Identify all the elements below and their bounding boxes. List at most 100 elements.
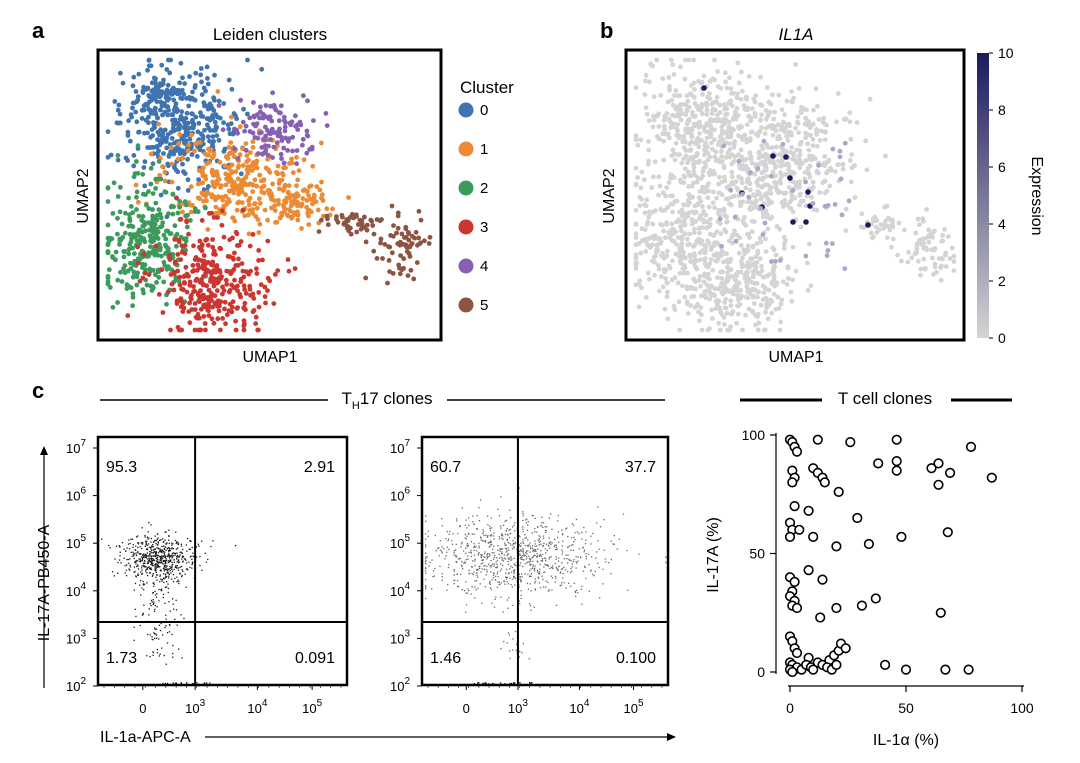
flow-event [569, 571, 572, 574]
flow-event [165, 565, 167, 567]
flow-quadrant-q-upper-left: 95.3 [106, 459, 137, 476]
umap-b-point [791, 95, 796, 101]
umap-a-point [256, 290, 262, 295]
umap-a-point [244, 153, 250, 159]
umap-a-point [245, 164, 251, 170]
umap-b-point [707, 296, 712, 302]
umap-a-point [236, 243, 242, 248]
umap-b-point [669, 221, 675, 227]
flow-event [580, 588, 582, 590]
flow-event [147, 574, 149, 577]
flow-event [154, 637, 156, 639]
umap-b-point [757, 235, 763, 241]
flow-event [500, 568, 503, 570]
flow-event [156, 533, 159, 535]
umap-b-point [671, 151, 677, 157]
flow-event [536, 569, 539, 572]
panel-b-frame [624, 48, 966, 342]
umap-a-point [226, 179, 232, 184]
flow-event [171, 557, 173, 559]
umap-a-point [324, 206, 330, 212]
umap-b-point [723, 112, 728, 117]
umap-b-point [765, 316, 771, 322]
flow-event [562, 534, 564, 536]
umap-b-point [740, 137, 745, 143]
umap-b-point [765, 226, 771, 232]
umap-b-point [727, 201, 732, 207]
flow-quadrant-q-lower-right: 0.091 [295, 650, 335, 667]
umap-a-point [154, 99, 160, 104]
umap-b-point [742, 273, 748, 279]
umap-a-point [250, 211, 256, 216]
umap-b-point [661, 228, 666, 234]
flow-event [159, 539, 161, 541]
umap-b-point [689, 126, 694, 132]
umap-b-point [670, 201, 676, 207]
umap-b-point [682, 76, 688, 82]
umap-b-point [694, 151, 700, 157]
umap-a-point [191, 268, 197, 273]
umap-b-point [750, 243, 756, 249]
umap-a-point [296, 168, 302, 174]
umap-a-point [153, 87, 158, 93]
flow-event [536, 545, 538, 547]
umap-a-point [171, 122, 176, 127]
flow-event [156, 637, 158, 639]
umap-a-point [111, 180, 117, 186]
flow-event [525, 558, 528, 560]
umap-b-point [722, 285, 728, 290]
umap-b-point [949, 245, 955, 251]
umap-b-point [726, 288, 732, 293]
flow-event [547, 544, 550, 546]
umap-a-point [167, 257, 173, 262]
umap-a-point [250, 207, 256, 212]
flow-event [499, 583, 501, 585]
flow-event [499, 550, 501, 552]
umap-b-point [815, 103, 820, 109]
flow-event [575, 556, 577, 558]
flow-event [524, 544, 526, 547]
umap-b-point [675, 128, 680, 133]
flow-event [158, 600, 160, 602]
flow-event [160, 555, 162, 558]
umap-b-point [633, 137, 639, 143]
umap-a-point [215, 194, 221, 200]
flow-event [153, 633, 156, 635]
umap-a-point [153, 94, 159, 100]
flow-event [566, 558, 568, 560]
umap-b-point [646, 118, 652, 124]
flow-event [137, 565, 139, 567]
umap-b-point [656, 266, 662, 272]
umap-b-point [768, 191, 774, 196]
umap-b-point [771, 116, 776, 122]
flow-event [171, 548, 173, 550]
umap-a-point [187, 279, 193, 285]
umap-b-point [703, 212, 709, 218]
flow-event [502, 560, 505, 562]
umap-b-point [827, 183, 833, 189]
umap-a-point [216, 103, 222, 108]
umap-b-point [738, 269, 744, 275]
flow-event [165, 625, 167, 627]
flow-event [522, 565, 524, 568]
umap-b-point [744, 284, 750, 290]
umap-a-point [245, 212, 251, 218]
umap-a-point [187, 136, 193, 142]
umap-a-point [211, 215, 217, 220]
umap-b-point [708, 129, 713, 135]
umap-a-point [301, 157, 307, 163]
umap-a-point [158, 192, 164, 198]
umap-a-point [168, 145, 174, 151]
flow-event [457, 585, 459, 588]
umap-b-point [656, 192, 661, 198]
umap-a-point [240, 207, 246, 213]
umap-a-point [344, 225, 350, 231]
flow-event [584, 565, 586, 568]
flow-event [451, 543, 454, 545]
flow-event [149, 568, 151, 570]
umap-b-point [749, 218, 755, 224]
flow-event [158, 551, 161, 553]
flow-event [185, 544, 187, 546]
umap-b-point [673, 88, 679, 93]
flow-event [166, 682, 169, 685]
